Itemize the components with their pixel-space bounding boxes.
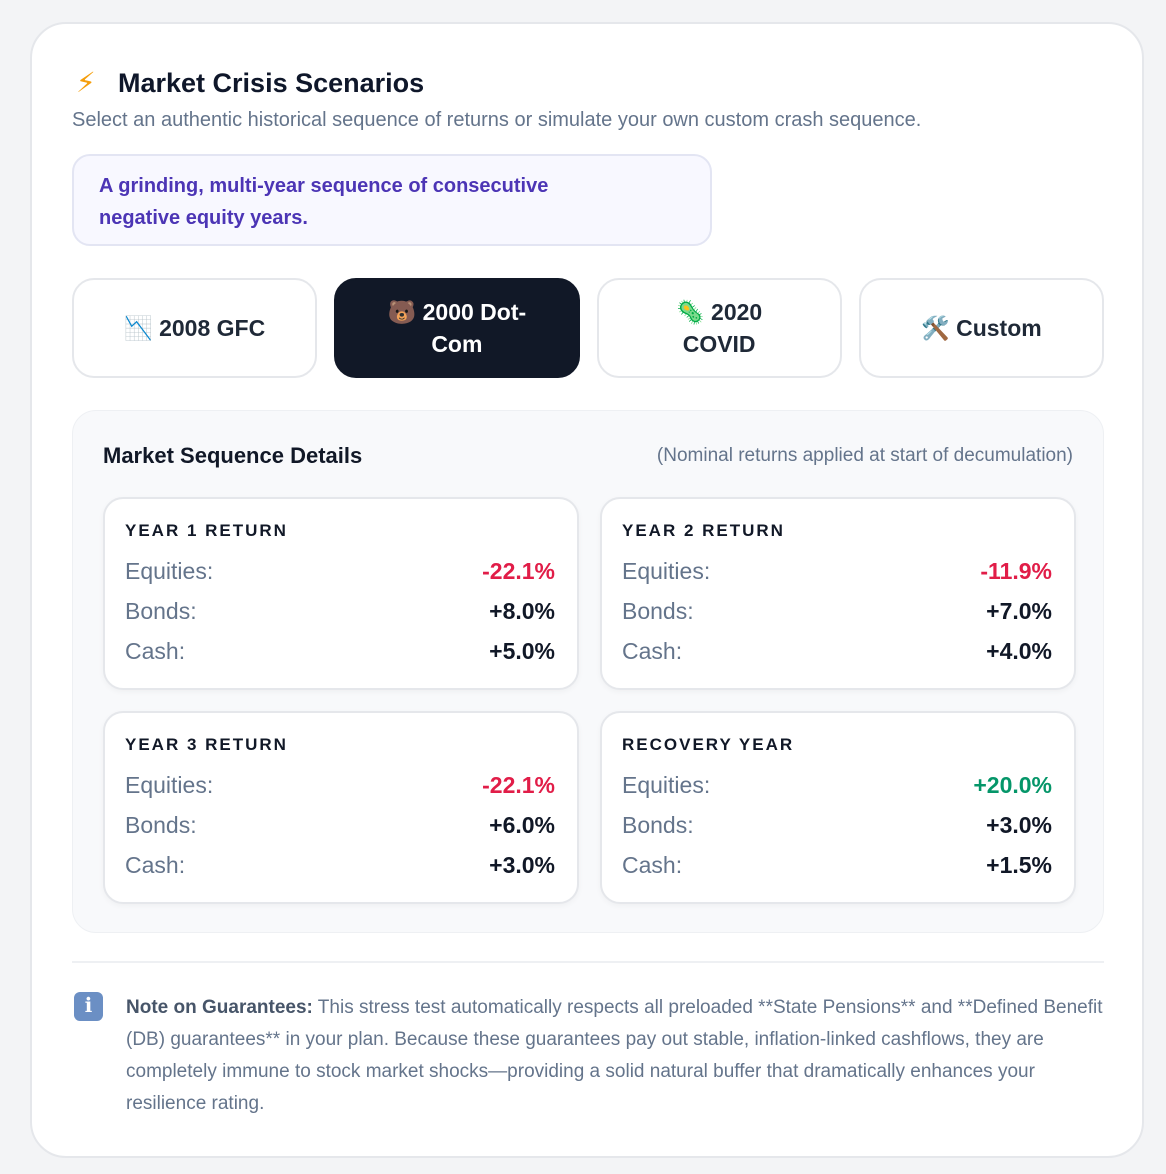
return-row: Bonds: +8.0% xyxy=(125,591,555,631)
subtitle: Select an authentic historical sequence … xyxy=(72,109,922,131)
return-value: -11.9% xyxy=(980,558,1052,584)
details-note: (Nominal returns applied at start of dec… xyxy=(656,445,1073,466)
return-row: Equities: -22.1% xyxy=(125,551,555,591)
header-icon: ⚡ xyxy=(76,67,96,98)
tab-label: 2000 Dot-Com xyxy=(422,299,527,357)
asset-label: Cash: xyxy=(125,638,186,664)
scenario-tab[interactable]: 🐻 2000 Dot-Com xyxy=(334,278,580,378)
description: A grinding, multi-year sequence of conse… xyxy=(72,154,712,246)
return-value: -22.1% xyxy=(482,772,555,798)
footnote-text: This stress test automatically respects … xyxy=(126,997,1103,1114)
return-row: Cash: +4.0% xyxy=(622,631,1052,671)
return-value: -22.1% xyxy=(482,558,555,584)
return-value: +7.0% xyxy=(986,598,1052,624)
return-row: Cash: +5.0% xyxy=(125,631,555,671)
asset-label: Bonds: xyxy=(622,598,694,624)
asset-label: Cash: xyxy=(622,852,683,878)
return-value: +6.0% xyxy=(489,812,555,838)
return-row: Cash: +3.0% xyxy=(125,845,555,885)
asset-label: Equities: xyxy=(622,772,711,798)
asset-label: Bonds: xyxy=(125,598,197,624)
tab-icon: 🛠️ xyxy=(921,315,950,341)
tabs: 📉 2008 GFC 🐻 2000 Dot-Com 🦠 2020 COVID 🛠️ C… xyxy=(72,278,1104,378)
return-value: +8.0% xyxy=(489,598,555,624)
tab-label: 2020 COVID xyxy=(682,299,763,357)
return-value: +3.0% xyxy=(489,852,555,878)
tab-label: 2008 GFC xyxy=(159,315,266,341)
return-row: Bonds: +3.0% xyxy=(622,805,1052,845)
year-title: YEAR 1 RETURN xyxy=(125,521,288,540)
asset-label: Cash: xyxy=(125,852,186,878)
info-icon: ℹ xyxy=(74,992,103,1021)
asset-label: Bonds: xyxy=(125,812,197,838)
scenario-tab[interactable]: 🛠️ Custom xyxy=(858,278,1104,378)
year-card: YEAR 2 RETURN Equities: -11.9% Bonds: +7.0% C… xyxy=(600,497,1076,690)
scenario-tab[interactable]: 📉 2008 GFC xyxy=(72,278,318,378)
tab-icon: 🐻 xyxy=(387,299,417,325)
return-value: +1.5% xyxy=(986,852,1052,878)
details-title: Market Sequence Details xyxy=(103,443,363,468)
details-panel: Market Sequence Details (Nominal returns… xyxy=(72,410,1104,933)
year-card: YEAR 3 RETURN Equities: -22.1% Bonds: +6.0% C… xyxy=(103,711,579,904)
tab-text: 📉 2008 GFC xyxy=(124,312,265,344)
return-row: Cash: +1.5% xyxy=(622,845,1052,885)
return-value: +4.0% xyxy=(986,638,1052,664)
divider xyxy=(72,961,1104,963)
scenario-card: ⚡ Market Crisis Scenarios Select an auth… xyxy=(30,22,1144,1158)
tab-icon: 📉 xyxy=(124,315,153,341)
asset-label: Equities: xyxy=(125,558,214,584)
tab-text: 🐻 2000 Dot-Com xyxy=(376,296,537,360)
return-row: Equities: -22.1% xyxy=(125,765,555,805)
return-value: +5.0% xyxy=(489,638,555,664)
year-title: YEAR 3 RETURN xyxy=(125,735,288,754)
asset-label: Bonds: xyxy=(622,812,694,838)
tab-text: 🦠 2020 COVID xyxy=(639,296,800,360)
tab-text: 🛠️ Custom xyxy=(921,312,1042,344)
year-title: YEAR 2 RETURN xyxy=(622,521,785,540)
year-card: YEAR 1 RETURN Equities: -22.1% Bonds: +8.0% C… xyxy=(103,497,579,690)
year-card: RECOVERY YEAR Equities: +20.0% Bonds: +3.0% C… xyxy=(600,711,1076,904)
asset-label: Equities: xyxy=(125,772,214,798)
return-row: Bonds: +7.0% xyxy=(622,591,1052,631)
year-title: RECOVERY YEAR xyxy=(622,735,795,754)
footnote-label: Note on Guarantees: xyxy=(126,997,313,1018)
return-value: +3.0% xyxy=(986,812,1052,838)
scenario-tab[interactable]: 🦠 2020 COVID xyxy=(596,278,842,378)
return-row: Bonds: +6.0% xyxy=(125,805,555,845)
tab-label: Custom xyxy=(956,315,1042,341)
asset-label: Cash: xyxy=(622,638,683,664)
return-row: Equities: +20.0% xyxy=(622,765,1052,805)
title: Market Crisis Scenarios xyxy=(118,68,425,98)
return-value: +20.0% xyxy=(973,772,1052,798)
return-row: Equities: -11.9% xyxy=(622,551,1052,591)
tab-icon: 🦠 xyxy=(676,299,705,325)
footnote: Note on Guarantees: This stress test aut… xyxy=(126,992,1104,1120)
asset-label: Equities: xyxy=(622,558,711,584)
